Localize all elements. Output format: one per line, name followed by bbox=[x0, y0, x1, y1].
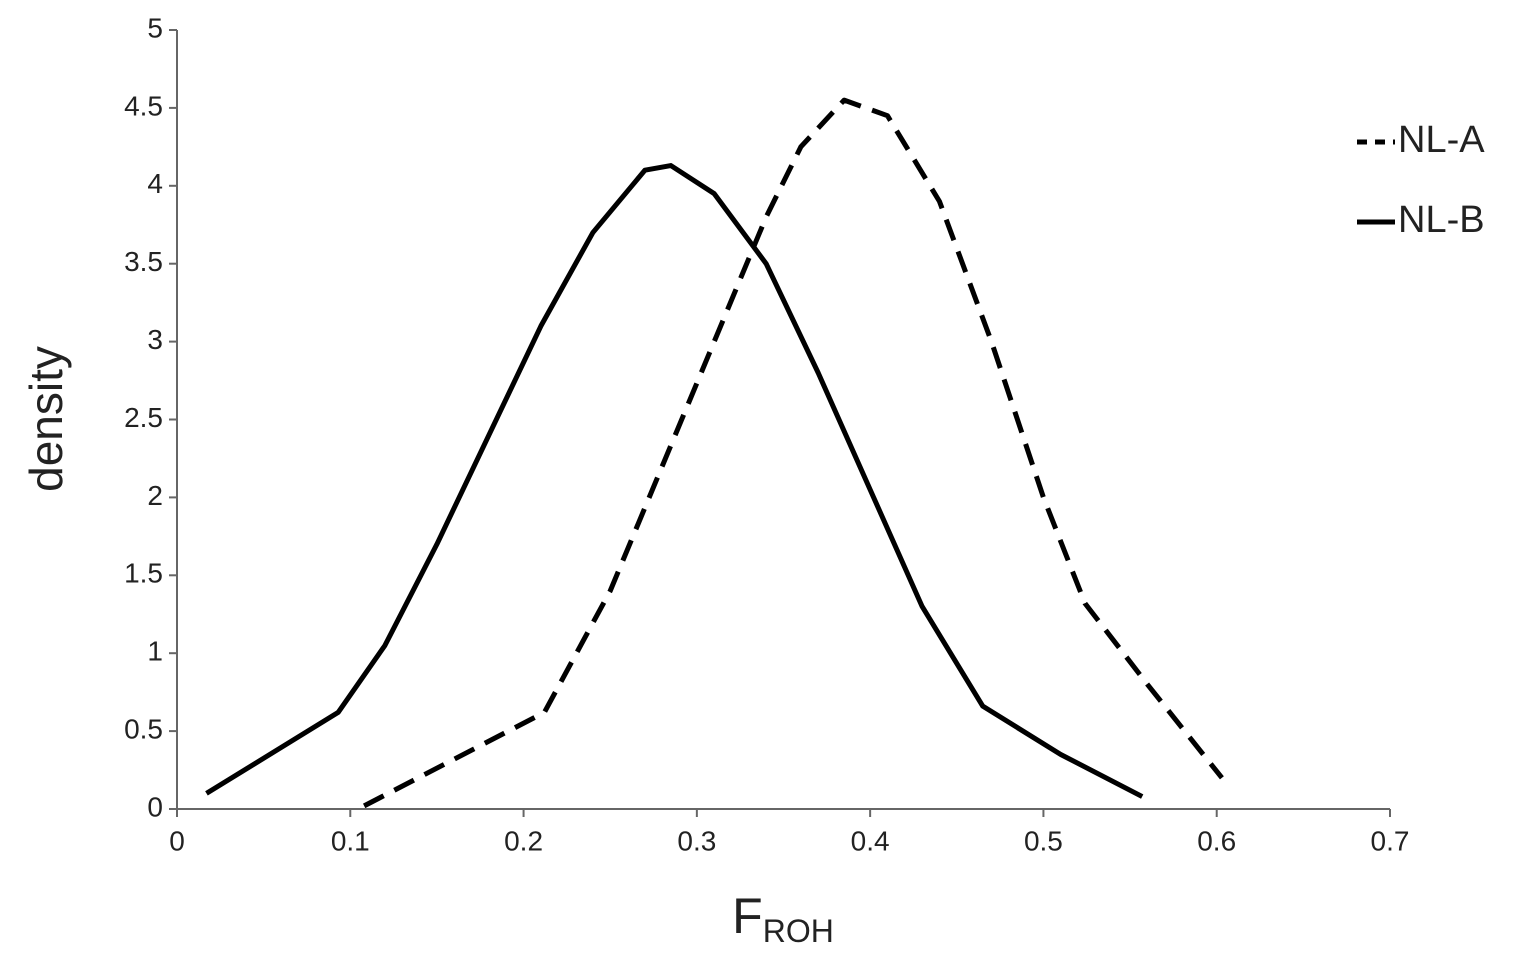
x-axis-label: FROH bbox=[732, 888, 834, 949]
x-label-subscript: ROH bbox=[763, 913, 834, 949]
series-line bbox=[362, 97, 1224, 809]
y-tick-label: 0.5 bbox=[124, 713, 163, 744]
x-tick-label: 0.2 bbox=[504, 825, 543, 856]
y-tick-label: 3 bbox=[147, 324, 163, 355]
series-line bbox=[205, 163, 1144, 799]
x-tick-label: 0.5 bbox=[1024, 825, 1063, 856]
y-tick-label: 2.5 bbox=[124, 402, 163, 433]
y-axis-label: density bbox=[20, 346, 72, 492]
y-tick-label: 2 bbox=[147, 480, 163, 511]
y-tick-label: 1.5 bbox=[124, 558, 163, 589]
y-tick-label: 4 bbox=[147, 168, 163, 199]
y-tick-label: 0 bbox=[147, 791, 163, 822]
legend-label: NL-A bbox=[1398, 119, 1485, 161]
x-tick-label: 0.1 bbox=[331, 825, 370, 856]
x-tick-label: 0 bbox=[169, 825, 185, 856]
legend-label: NL-B bbox=[1398, 199, 1485, 241]
y-tick-label: 4.5 bbox=[124, 90, 163, 121]
y-tick-label: 5 bbox=[147, 12, 163, 43]
x-label-main: F bbox=[732, 888, 763, 944]
x-tick-label: 0.6 bbox=[1197, 825, 1236, 856]
x-tick-label: 0.3 bbox=[677, 825, 716, 856]
x-tick-label: 0.4 bbox=[851, 825, 890, 856]
x-tick-label: 0.7 bbox=[1371, 825, 1410, 856]
y-tick-label: 3.5 bbox=[124, 246, 163, 277]
y-tick-label: 1 bbox=[147, 636, 163, 667]
